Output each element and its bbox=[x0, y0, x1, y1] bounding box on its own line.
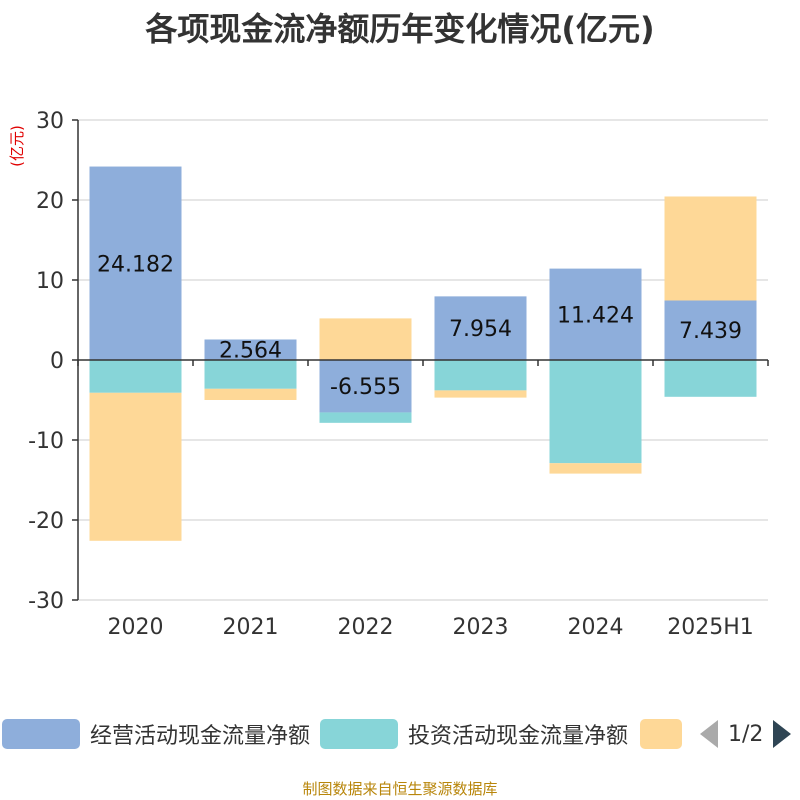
bar-operating-2022 bbox=[319, 360, 412, 413]
x-tick-label: 2024 bbox=[568, 615, 624, 640]
chart-plot: 30 20 10 0 -10 -20 -30 (亿元) 2020 2021 2022 2023 2024… bbox=[8, 109, 769, 640]
bar-operating-2025H1 bbox=[664, 300, 757, 360]
legend-item-third[interactable] bbox=[640, 716, 682, 752]
y-tick-label: 30 bbox=[36, 109, 64, 134]
bar-investing-2020 bbox=[89, 360, 182, 393]
y-tick-label: -10 bbox=[28, 429, 64, 454]
bar-operating-2021 bbox=[204, 339, 297, 360]
legend-swatch-operating bbox=[2, 719, 80, 749]
y-tick-label: 20 bbox=[36, 189, 64, 214]
bar-third-2020 bbox=[89, 392, 182, 541]
legend-item-operating[interactable]: 经营活动现金流量净额 bbox=[2, 716, 310, 752]
y-tick-label: -30 bbox=[28, 589, 64, 614]
bar-investing-2021 bbox=[204, 360, 297, 389]
source-footer: 制图数据来自恒生聚源数据库 bbox=[302, 780, 498, 798]
y-tick-label: -20 bbox=[28, 509, 64, 534]
legend: 经营活动现金流量净额 投资活动现金流量净额 1/2 bbox=[0, 716, 800, 756]
data-label-operating: -6.555 bbox=[330, 375, 401, 400]
bar-investing-2025H1 bbox=[664, 360, 757, 397]
data-label-operating: 7.439 bbox=[679, 319, 742, 344]
bar-third-2022 bbox=[319, 318, 412, 360]
legend-swatch-third bbox=[640, 719, 682, 749]
bar-third-2023 bbox=[434, 390, 527, 398]
chart-title: 各项现金流净额历年变化情况(亿元) bbox=[145, 10, 655, 48]
x-tick-label: 2020 bbox=[108, 615, 164, 640]
page-indicator: 1/2 bbox=[728, 721, 764, 747]
data-label-operating: 2.564 bbox=[219, 339, 282, 364]
data-label-operating: 7.954 bbox=[449, 317, 512, 342]
x-tick-label: 2023 bbox=[453, 615, 509, 640]
legend-label-investing: 投资活动现金流量净额 bbox=[408, 724, 629, 749]
bar-third-2025H1 bbox=[664, 196, 757, 301]
bar-third-2024 bbox=[549, 463, 642, 474]
prev-page-icon[interactable] bbox=[700, 720, 718, 748]
legend-item-investing[interactable]: 投资活动现金流量净额 bbox=[320, 716, 628, 752]
bar-operating-2020 bbox=[89, 166, 182, 360]
data-label-operating: 24.182 bbox=[97, 252, 174, 277]
bar-investing-2022 bbox=[319, 412, 412, 423]
y-tick-label: 0 bbox=[50, 349, 64, 374]
data-label-operating: 11.424 bbox=[557, 303, 634, 328]
bar-investing-2023 bbox=[434, 360, 527, 391]
bar-third-2021 bbox=[204, 388, 297, 400]
x-tick-label: 2021 bbox=[223, 615, 279, 640]
legend-pager: 1/2 bbox=[700, 716, 792, 752]
x-tick-label: 2022 bbox=[338, 615, 394, 640]
legend-swatch-investing bbox=[320, 719, 398, 749]
x-tick-label: 2025H1 bbox=[667, 615, 754, 640]
legend-label-operating: 经营活动现金流量净额 bbox=[90, 724, 311, 749]
bar-investing-2024 bbox=[549, 360, 642, 464]
bar-operating-2023 bbox=[434, 296, 527, 360]
bar-operating-2024 bbox=[549, 268, 642, 360]
y-tick-label: 10 bbox=[36, 269, 64, 294]
y-axis-label: (亿元) bbox=[8, 125, 26, 167]
next-page-icon[interactable] bbox=[773, 720, 792, 748]
